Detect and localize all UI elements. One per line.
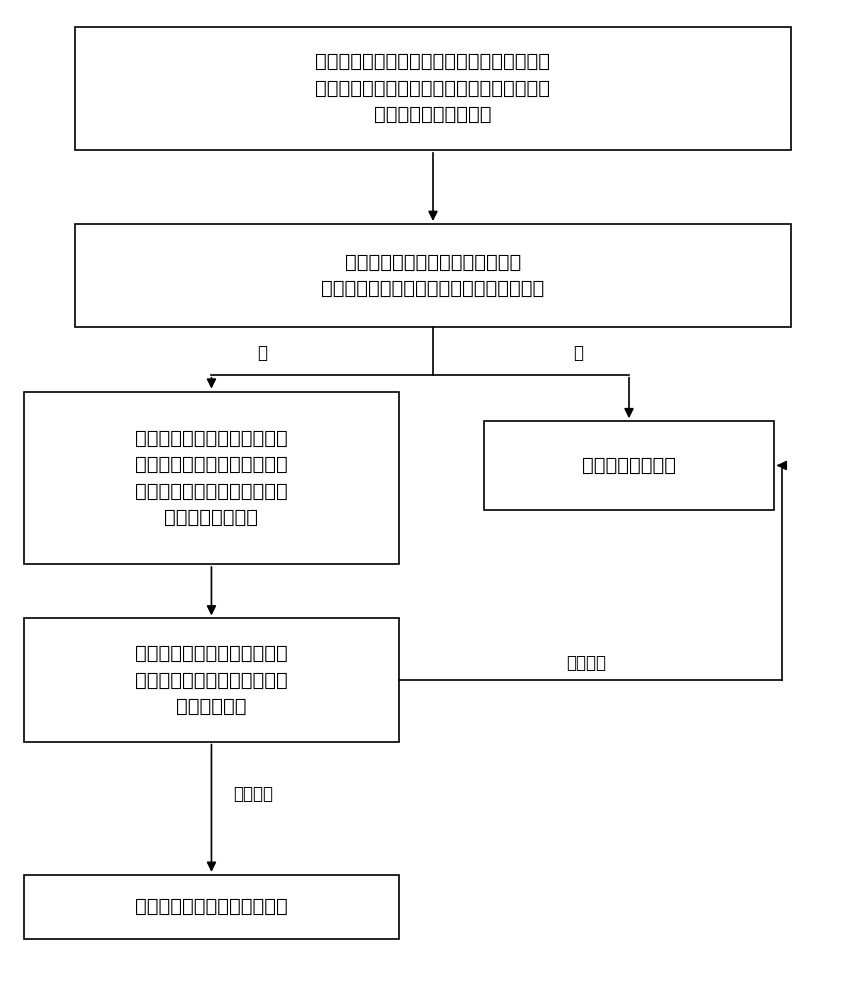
Text: 是: 是	[257, 344, 268, 362]
Text: 整车控制器对用户输入的安全
码和从云端服务器接收到的安
全码进行校验: 整车控制器对用户输入的安全 码和从云端服务器接收到的安 全码进行校验	[135, 644, 288, 716]
FancyBboxPatch shape	[24, 875, 399, 939]
FancyBboxPatch shape	[75, 27, 791, 150]
Text: 否: 否	[572, 344, 583, 362]
Text: 电动汽车正常启动: 电动汽车正常启动	[582, 456, 676, 475]
Text: 校验成功: 校验成功	[566, 654, 606, 672]
Text: 图像处理单元从所述摄像头拍摄的视频中提取
用户的图像，声音处理单元从所述话筒采集的
语音中提取用户的声纹: 图像处理单元从所述摄像头拍摄的视频中提取 用户的图像，声音处理单元从所述话筒采集…	[315, 52, 551, 124]
FancyBboxPatch shape	[484, 421, 774, 510]
Text: 生成进一步验证用户身份的安
全码，将用户身份校验失败信
息以及安全码同时发送至整车
控制器和手持终端: 生成进一步验证用户身份的安 全码，将用户身份校验失败信 息以及安全码同时发送至整…	[135, 429, 288, 527]
FancyBboxPatch shape	[24, 618, 399, 742]
FancyBboxPatch shape	[75, 224, 791, 327]
Text: 云端服务器判断图像和声纹中是否
至少一个与云端服务器预存的用户数据不符: 云端服务器判断图像和声纹中是否 至少一个与云端服务器预存的用户数据不符	[321, 253, 545, 298]
Text: 将电动汽车锁定，不允许启动: 将电动汽车锁定，不允许启动	[135, 897, 288, 916]
Text: 校验失败: 校验失败	[233, 785, 273, 803]
FancyBboxPatch shape	[24, 392, 399, 564]
